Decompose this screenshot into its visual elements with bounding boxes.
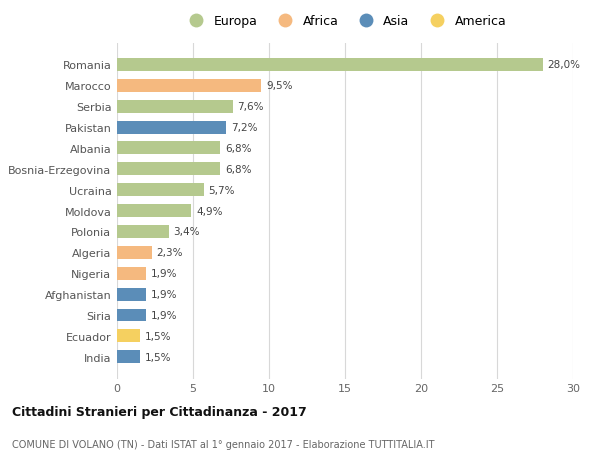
Bar [117,80,262,93]
Text: 1,9%: 1,9% [151,269,177,279]
Text: 1,9%: 1,9% [151,310,177,320]
Text: 2,3%: 2,3% [157,248,183,258]
Bar [117,225,169,238]
Text: 7,6%: 7,6% [237,102,263,112]
Text: 5,7%: 5,7% [208,185,235,195]
Bar [117,246,152,259]
Bar [117,309,146,322]
Bar [117,330,140,342]
Bar [117,184,203,197]
Legend: Europa, Africa, Asia, America: Europa, Africa, Asia, America [181,13,509,31]
Text: 1,5%: 1,5% [145,331,171,341]
Bar [117,142,220,155]
Bar [117,101,233,113]
Bar [117,267,146,280]
Bar [117,121,226,134]
Text: COMUNE DI VOLANO (TN) - Dati ISTAT al 1° gennaio 2017 - Elaborazione TUTTITALIA.: COMUNE DI VOLANO (TN) - Dati ISTAT al 1°… [12,440,434,449]
Text: 1,9%: 1,9% [151,290,177,299]
Bar [117,288,146,301]
Bar [117,163,220,176]
Bar [117,351,140,364]
Bar [117,205,191,218]
Text: 28,0%: 28,0% [547,60,580,70]
Text: 7,2%: 7,2% [231,123,257,133]
Text: 6,8%: 6,8% [225,144,251,154]
Bar [117,59,542,72]
Text: 3,4%: 3,4% [173,227,200,237]
Text: 9,5%: 9,5% [266,81,292,91]
Text: 4,9%: 4,9% [196,206,223,216]
Text: 1,5%: 1,5% [145,352,171,362]
Text: Cittadini Stranieri per Cittadinanza - 2017: Cittadini Stranieri per Cittadinanza - 2… [12,405,307,419]
Text: 6,8%: 6,8% [225,164,251,174]
